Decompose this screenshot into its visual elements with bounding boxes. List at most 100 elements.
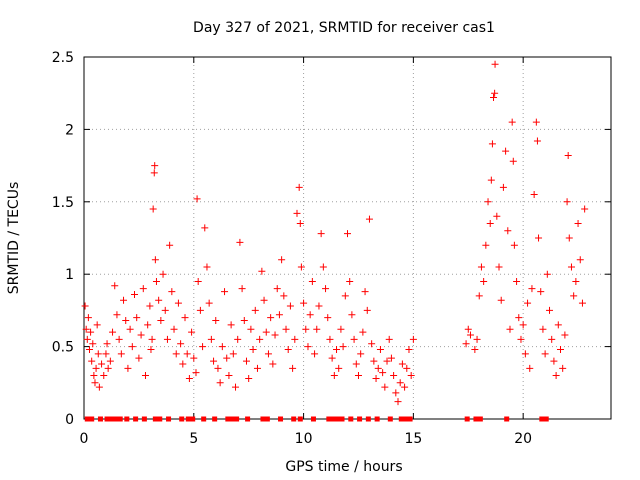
data-point — [205, 299, 213, 307]
data-point — [357, 350, 365, 358]
data-point — [144, 321, 152, 329]
data-point — [188, 328, 196, 336]
data-point — [526, 364, 534, 372]
data-point — [161, 306, 169, 314]
data-point-zero — [201, 416, 207, 422]
data-point — [493, 212, 501, 220]
data-point — [147, 345, 155, 353]
data-point — [185, 374, 193, 382]
data-point — [464, 325, 472, 333]
data-point-zero — [335, 416, 341, 422]
data-point — [82, 325, 90, 333]
y-tick-label: 0 — [65, 412, 74, 428]
data-point — [286, 302, 294, 310]
data-point — [354, 372, 362, 380]
tick-layer — [83, 56, 611, 420]
data-point — [350, 335, 358, 343]
data-point — [565, 234, 573, 242]
data-point — [394, 398, 402, 406]
y-tick-label: 1.5 — [52, 195, 74, 211]
data-point — [236, 238, 244, 246]
data-point — [223, 354, 231, 362]
data-point — [137, 331, 145, 339]
data-point — [81, 302, 89, 310]
data-point — [240, 317, 248, 325]
data-point — [139, 285, 147, 293]
data-point — [218, 343, 226, 351]
data-point-zero — [190, 416, 196, 422]
data-point — [466, 331, 474, 339]
data-point — [155, 296, 163, 304]
data-point — [517, 335, 525, 343]
data-point — [401, 383, 409, 391]
data-point — [149, 205, 157, 213]
data-point — [221, 288, 229, 296]
data-point — [486, 220, 494, 228]
data-point — [572, 277, 580, 285]
chart-title: Day 327 of 2021, SRMTID for receiver cas… — [193, 20, 495, 36]
data-point-zero — [108, 416, 114, 422]
data-point — [387, 354, 395, 362]
data-point — [346, 277, 354, 285]
data-point — [87, 328, 95, 336]
y-tick-label: 2 — [65, 122, 74, 138]
data-point-zero — [326, 416, 332, 422]
data-point — [506, 325, 514, 333]
data-point — [567, 263, 575, 271]
data-point — [499, 183, 507, 191]
data-point — [365, 215, 373, 223]
data-point — [179, 360, 187, 368]
data-point — [409, 335, 417, 343]
data-point — [157, 317, 165, 325]
data-point — [519, 321, 527, 329]
data-point-zero — [84, 416, 90, 422]
data-point — [532, 118, 540, 126]
data-point — [273, 285, 281, 293]
data-point — [487, 176, 495, 184]
data-point — [513, 277, 521, 285]
y-tick-label: 1 — [65, 267, 74, 283]
data-point — [214, 364, 222, 372]
data-point — [554, 321, 562, 329]
data-point — [291, 335, 299, 343]
data-point — [280, 292, 288, 300]
data-point — [471, 345, 479, 353]
data-point — [113, 311, 121, 319]
y-tick-label: 2.5 — [52, 50, 74, 66]
data-point-zero — [348, 416, 354, 422]
data-point — [216, 379, 224, 387]
data-point — [201, 224, 209, 232]
data-point-zero — [330, 416, 336, 422]
data-point — [190, 354, 198, 362]
data-point-zero — [97, 416, 103, 422]
data-point-zero — [539, 416, 545, 422]
data-point — [83, 335, 91, 343]
data-point — [258, 267, 266, 275]
data-point — [84, 314, 92, 322]
data-point — [484, 198, 492, 206]
data-point — [151, 162, 159, 170]
data-point — [561, 331, 569, 339]
data-point — [480, 277, 488, 285]
data-point — [88, 357, 96, 365]
data-point — [383, 357, 391, 365]
data-point — [543, 270, 551, 278]
data-point-zero — [407, 416, 413, 422]
data-point — [508, 118, 516, 126]
data-point — [510, 241, 518, 249]
data-point — [339, 343, 347, 351]
data-point — [578, 299, 586, 307]
data-point — [390, 372, 398, 380]
data-point-zero — [234, 416, 240, 422]
data-point — [131, 290, 139, 298]
data-point-zero — [89, 416, 95, 422]
data-point — [100, 372, 108, 380]
data-point — [352, 360, 360, 368]
data-point — [311, 350, 319, 358]
x-tick-label: 15 — [404, 431, 422, 447]
data-point — [297, 263, 305, 271]
data-point — [253, 364, 261, 372]
data-point-zero — [152, 416, 158, 422]
data-point — [341, 292, 349, 300]
